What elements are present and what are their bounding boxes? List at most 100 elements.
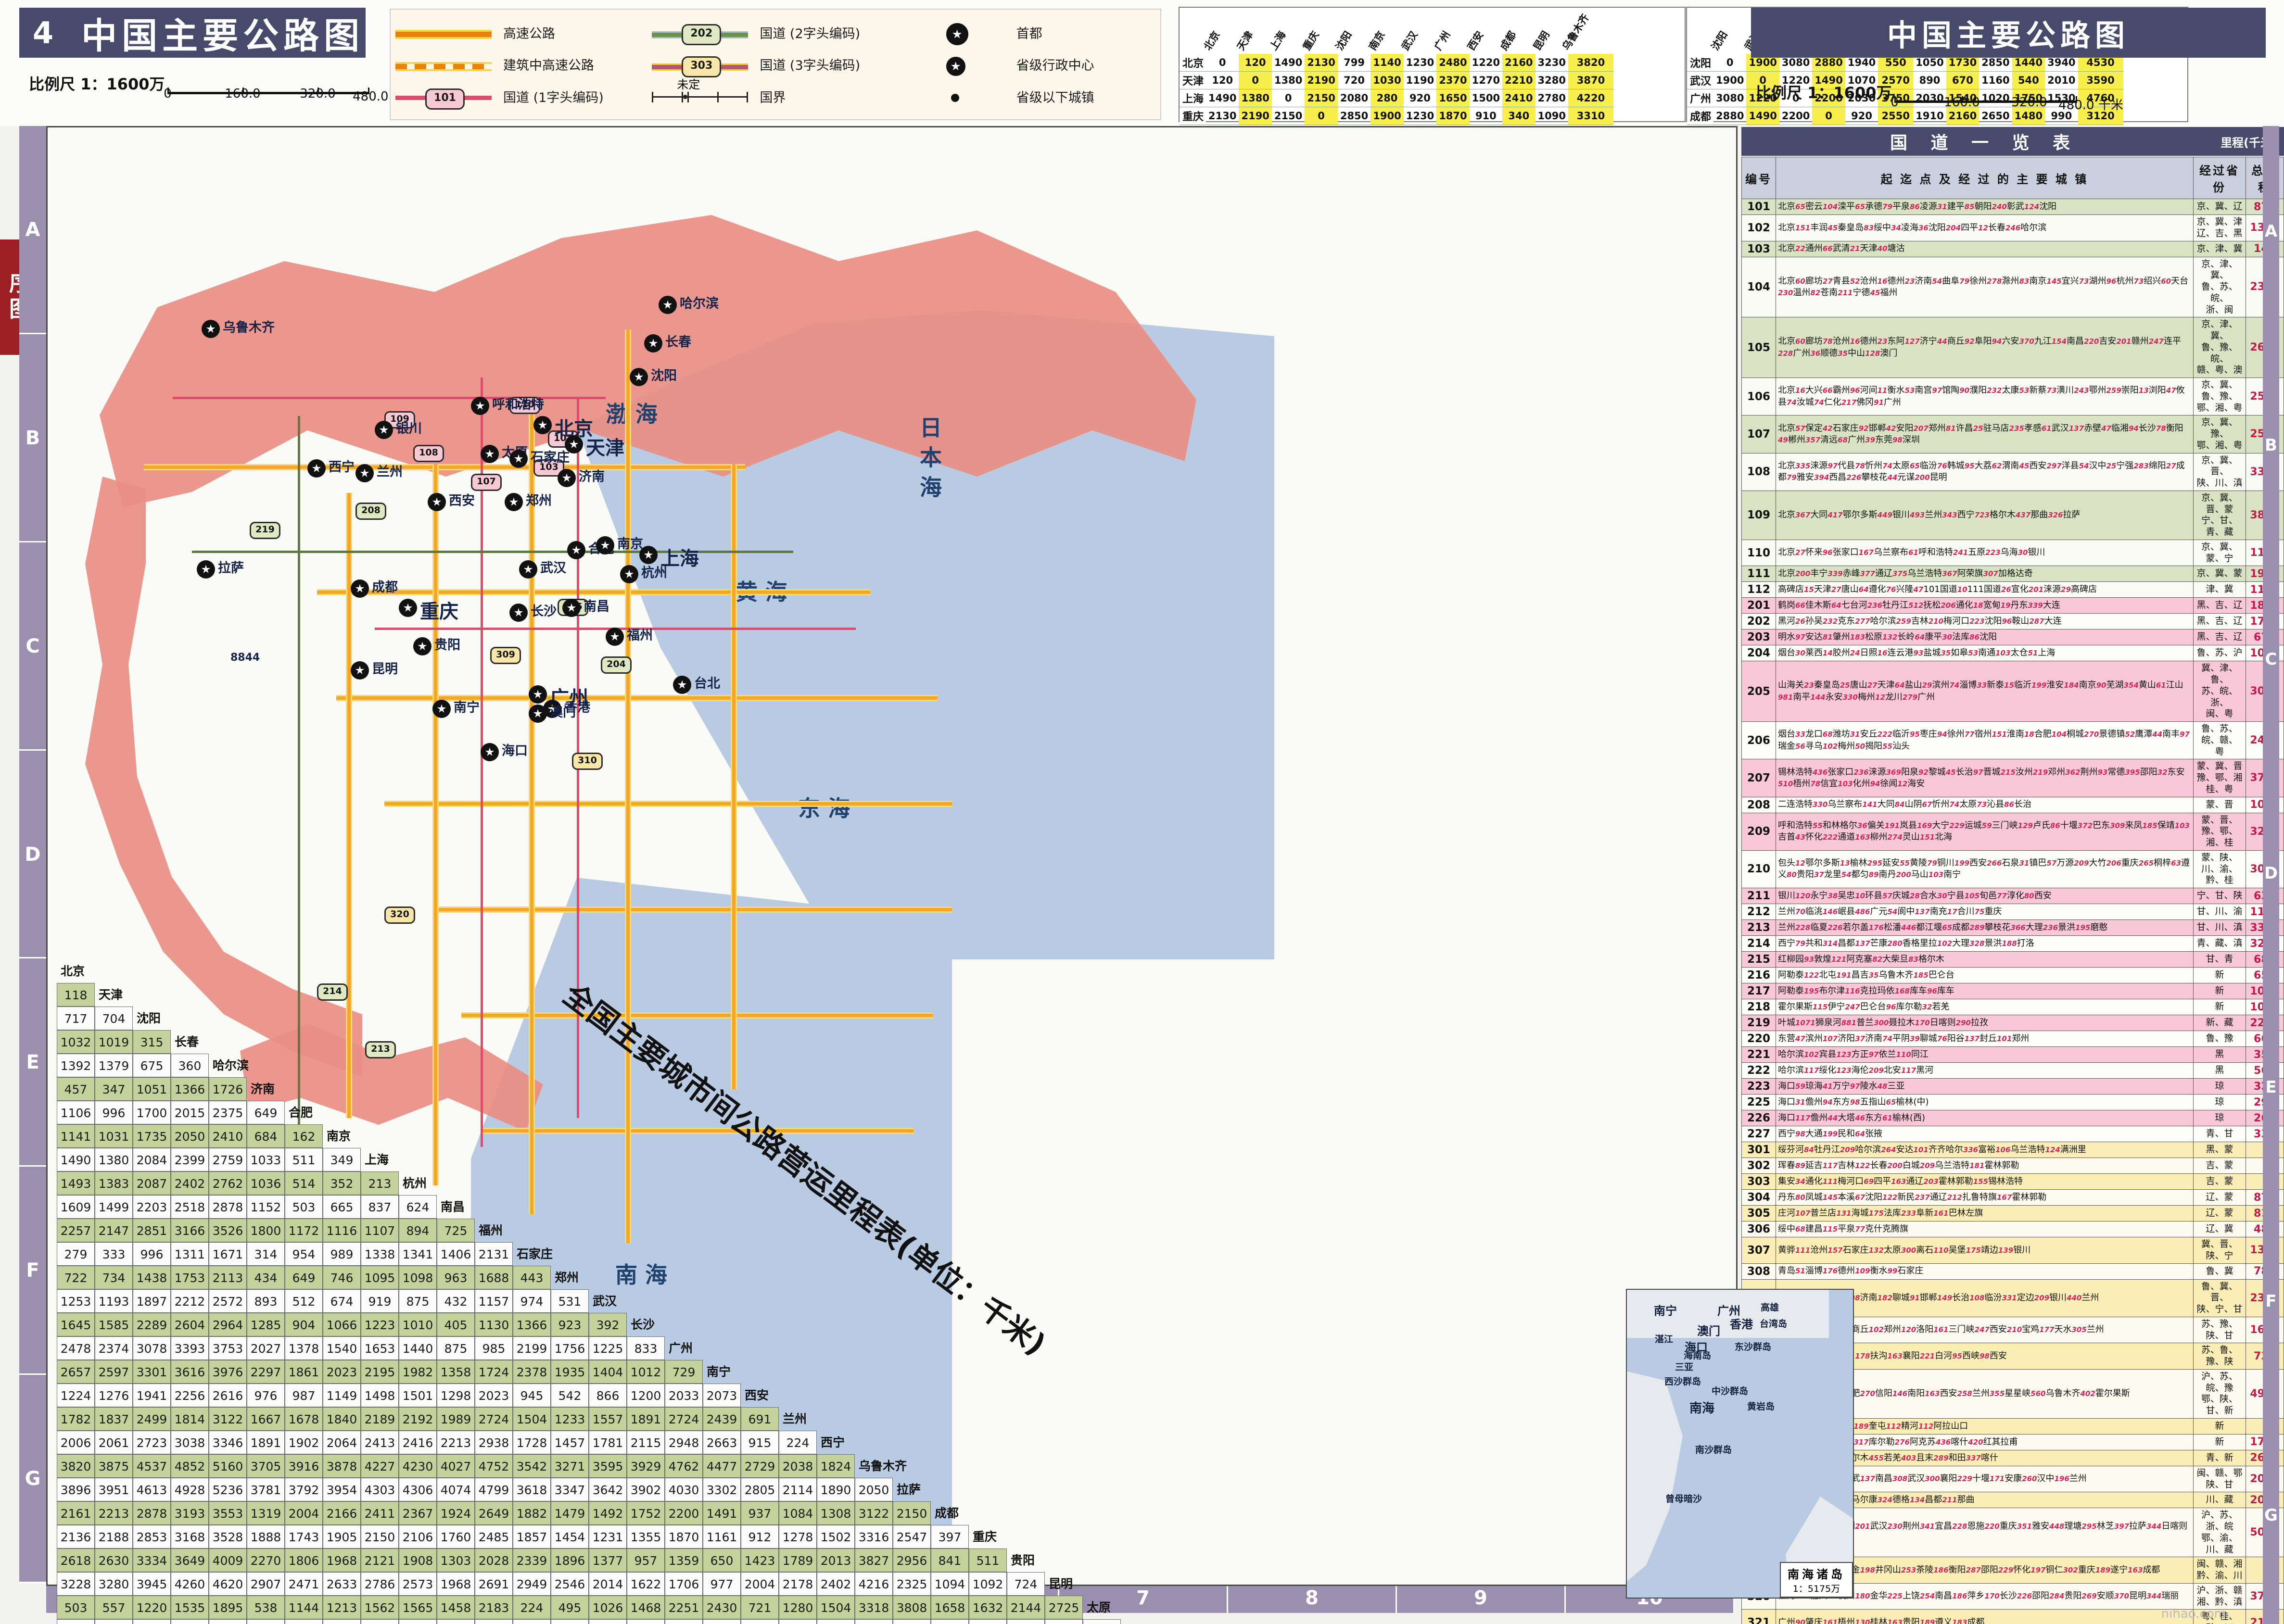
matrix-cell: 4306 [399,1478,437,1501]
national-road-row[interactable]: 104 北京60廊坊27青县52沧州16德州23济南54曲阜79徐州278滁州83… [1741,256,2284,318]
provincial-capital-marker[interactable] [432,700,451,718]
national-road-row[interactable]: 206 烟台33龙口68潍坊31安丘222临沂95枣庄94徐州77宿州151淮南1… [1741,721,2284,760]
matrix-cell: 1814 [171,1407,209,1431]
national-road-row[interactable]: 108 北京335涞源97代县78忻州74太原65临汾76韩城95大荔62渭南45… [1741,453,2284,491]
matrix-cell: 1678 [285,1407,323,1431]
national-road-row[interactable]: 321广州90肇庆161梧州130桂林163贵阳189遵义183成都粤、桂、黔、… [1741,1609,2284,1624]
provincial-capital-marker[interactable] [355,464,374,482]
matrix-cell: 4762 [665,1454,703,1478]
provincial-capital-marker[interactable] [639,546,658,564]
provincial-capital-marker[interactable] [529,685,547,704]
provincial-capital-marker[interactable] [481,445,499,463]
provincial-capital-marker[interactable] [565,435,583,453]
provincial-capital-marker[interactable] [659,296,677,314]
provincial-capital-marker[interactable] [529,705,547,723]
national-road-row[interactable]: 205 山海关23秦皇岛25唐山27天津64盐山29滨州74淄博33新泰15临沂1… [1741,661,2284,722]
national-road-row[interactable]: 301 绥芬河84牡丹江209哈尔滨264安达101齐齐哈尔336富裕106乌兰浩… [1741,1142,2284,1158]
national-road-row[interactable]: 110 北京27怀来96张家口167乌兰察布61呼和浩特241五原223乌海30银… [1741,539,2284,567]
provincial-capital-marker[interactable] [351,661,369,680]
national-road-row[interactable]: 105 北京60廊坊78沧州16德州23东阿127济宁44商丘92阜阳94六安37… [1741,317,2284,378]
matrix-cell: 674 [323,1289,361,1313]
matrix-city-name: 武汉 [593,1294,617,1308]
legend-item-national-boundary: 未定 国界 [652,78,899,111]
provincial-capital-marker[interactable] [567,541,585,559]
provincial-capital-marker[interactable] [428,493,446,511]
national-road-row[interactable]: 208 二连浩特330乌兰察布141大同84山阴67忻州74太原73沁县86长治蒙… [1741,796,2284,813]
national-road-row[interactable]: 207 锡林浩特436张家口236涞源369阳泉92黎城45长治97晋城215汝州… [1741,759,2284,797]
national-road-row[interactable]: 109 北京367大同417鄂尔多斯449银川493兰州343西宁723格尔木43… [1741,490,2284,540]
national-road-row[interactable]: 210 包头12鄂尔多斯13榆林295延安55黄陵79铜川199西安266石泉31… [1741,850,2284,889]
national-road-row[interactable]: 201 鹤岗66佳木斯64七台河236牡丹江512抚松206通化18宽甸19丹东3… [1741,597,2284,614]
national-road-row[interactable]: 209 呼和浩特55和林格尔36偏关191岚县169大宁229运城59三门峡129… [1741,812,2284,851]
provincial-capital-marker[interactable] [644,334,662,352]
provincial-capital-marker[interactable] [673,676,691,694]
national-road-row[interactable]: 303 集安34通化111梅河口69四平163通辽203霍林郭勒155锡林浩特 吉、… [1741,1173,2284,1190]
matrix-cell: 2270 [247,1548,285,1572]
national-road-row[interactable]: 212 兰州70临洮146岷县486广元54阆中137南充17合川75重庆 甘、川、… [1741,904,2284,920]
national-road-row[interactable]: 112 高碑店15天津27唐山64遵化76兴隆47101国道10111国道26宣化… [1741,581,2284,598]
national-road-row[interactable]: 304 丹东80凤城145本溪67沈阳122新民237通辽212扎鲁特旗167霍林… [1741,1189,2284,1206]
provincial-capital-marker[interactable] [558,469,576,487]
capital-icon [909,23,1010,46]
provincial-capital-marker[interactable] [519,560,537,579]
national-road-row[interactable]: 211 银川120永宁38吴忠10环县57庆城28合水30宁县105旬邑77淳化8… [1741,888,2284,904]
national-road-row[interactable]: 213 兰州228临夏226若尔盖176松潘446都江堰65成都289攀枝花366… [1741,919,2284,936]
national-road-row[interactable]: 302 珲春89延吉117吉林122长春200白城209乌兰浩特181霍林郭勒 吉、… [1741,1158,2284,1174]
inset-map-south-china-sea[interactable]: 南宁 广州 香港 澳门 湛江 海口 三亚 海南岛 高雄 台湾岛 东沙群岛 西沙群… [1626,1289,1854,1599]
matrix-city-name: 拉萨 [897,1483,921,1497]
national-road-row[interactable]: 217阿勒泰195布尔津116克拉玛依168库车96库车新1023 [1741,983,2284,999]
national-road-row[interactable]: 111 北京200丰宁339赤峰377通辽375乌兰浩特367阿荣旗307加格达奇… [1741,566,2284,582]
national-road-row[interactable]: 202 黑河26孙吴232克东277哈尔滨259吉林210梅河口223沈阳96鞍山… [1741,613,2284,630]
national-road-row[interactable]: 102 北京151丰润45秦皇岛83绥中34凌海36沈阳204四平12长春246哈… [1741,214,2284,241]
national-road-row[interactable]: 106 北京16大兴66霸州96河间11衡水53南宫97馆陶90濮阳232太康53… [1741,377,2284,416]
provincial-capital-marker[interactable] [562,599,581,617]
national-road-row[interactable]: 307 黄骅111沧州157石家庄132太原300离石110吴堡175靖边139银… [1741,1237,2284,1264]
national-road-row[interactable]: 220 东营47滨州107济阳37济南74平阴39聊城76阳谷137封丘101郑州… [1741,1031,2284,1047]
provincial-capital-marker[interactable] [197,560,215,579]
national-road-row[interactable]: 221哈尔滨102宾县123方正97依兰110同江黑358 [1741,1046,2284,1063]
matrix-cell: 3019 [703,1619,741,1624]
national-road-row[interactable]: 218霍尔果斯115伊宁247巴仑台96库尔勒32若羌新1073 [1741,999,2284,1015]
provincial-capital-marker[interactable] [307,459,326,478]
provincial-capital-marker[interactable] [596,536,614,554]
provincial-capital-marker[interactable] [375,421,393,439]
inset-label-nanning: 南宁 [1654,1304,1677,1318]
national-road-row[interactable]: 204 烟台30莱西14胶州24日照16连云港93盐城35如皋53南通103太仓5… [1741,645,2284,662]
grid-index-right: A B C D E F G [2263,126,2279,1624]
national-road-row[interactable]: 219叶城1071狮泉河881普兰300聂拉木170日喀则290拉孜新、藏227… [1741,1015,2284,1031]
capital-marker[interactable] [533,416,552,434]
provincial-capital-marker[interactable] [509,450,528,468]
provincial-capital-marker[interactable] [471,397,489,415]
legend-label: 省级行政中心 [1016,58,1094,74]
provincial-capital-marker[interactable] [413,637,431,655]
provincial-capital-marker[interactable] [399,599,417,617]
provincial-capital-marker[interactable] [351,579,369,598]
national-road-row[interactable]: 101 北京65密云104滦平65承德79平泉86凌源31建平85朝阳240彰武1… [1741,199,2284,215]
national-road-row[interactable]: 203 明水97安达81肇州183松原132长岭64康平30法库86沈阳 黑、吉、辽… [1741,629,2284,646]
road-route: 西宁98大通199民和64张掖 [1776,1126,2194,1142]
national-road-row[interactable]: 222哈尔滨117绥化123海伦209北安117黑河黑562 [1741,1062,2284,1079]
shield-303-icon: 303 [682,56,722,77]
national-road-row[interactable]: 216阿勒泰122北屯191昌吉35乌鲁木齐185巴仑台新653 [1741,967,2284,983]
matrix-cell: 1968 [323,1548,361,1572]
dist-row-city: 上海 [1180,89,1206,107]
provincial-capital-marker[interactable] [620,565,638,583]
provincial-capital-marker[interactable] [606,628,624,646]
national-road-row[interactable]: 214 西宁79共和314昌都137芒康280香格里拉102大理328景洪188打… [1741,935,2284,952]
road-shield-208: 208 [355,503,386,520]
provincial-capital-marker[interactable] [505,493,523,511]
national-road-row[interactable]: 107 北京57保定42石家庄92邯郸42安阳207郑州81许昌25驻马店235孝… [1741,415,2284,453]
provincial-capital-marker[interactable] [481,743,499,761]
provincial-capital-marker[interactable] [630,368,648,386]
provincial-capital-marker[interactable] [202,320,220,338]
national-road-row[interactable]: 223海口59琼海41万宁97陵水48三亚琼320 [1741,1078,2284,1095]
provincial-capital-marker[interactable] [509,604,528,622]
